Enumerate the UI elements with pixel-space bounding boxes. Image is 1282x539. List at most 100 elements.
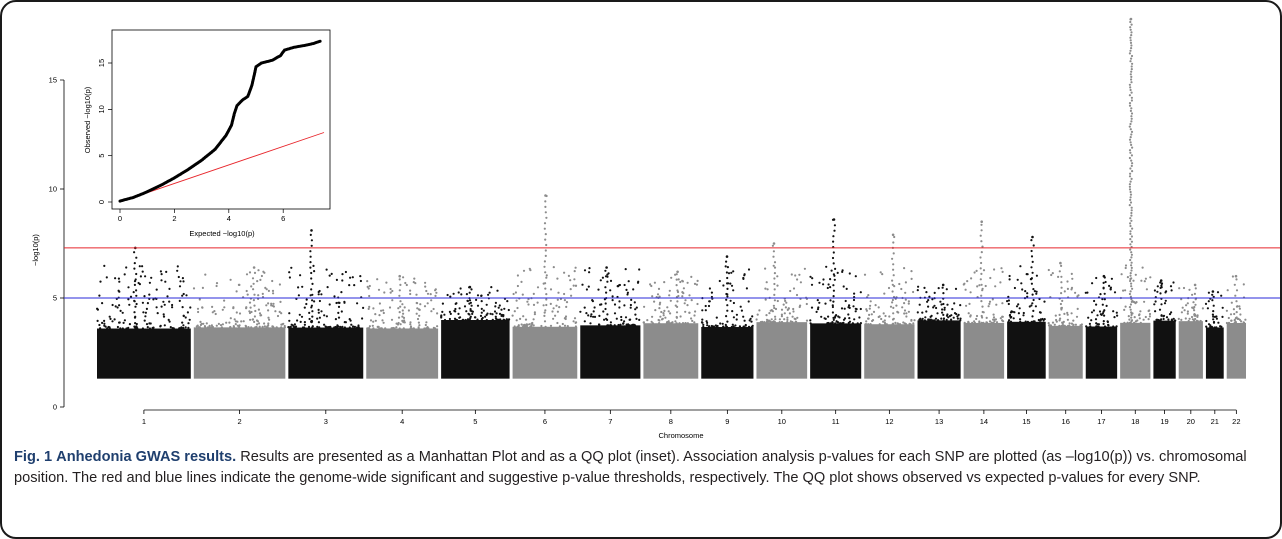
snp-point — [245, 289, 248, 293]
snp-point — [638, 318, 641, 321]
snp-point — [402, 316, 406, 319]
snp-point — [1148, 315, 1151, 318]
snp-point — [776, 284, 779, 287]
snp-point — [143, 319, 146, 322]
snp-peak-point — [1129, 196, 1132, 199]
snp-peak-point — [1128, 52, 1131, 55]
snp-point — [943, 306, 946, 309]
snp-point — [119, 309, 122, 312]
snp-point — [403, 306, 406, 309]
chromosome-2-points — [192, 266, 286, 379]
snp-point — [739, 305, 742, 308]
snp-point — [815, 310, 818, 313]
snp-point — [168, 320, 171, 323]
snp-point — [982, 269, 986, 272]
snp-point — [690, 275, 693, 278]
snp-point — [1180, 318, 1183, 321]
snp-point — [334, 318, 337, 321]
snp-point — [867, 294, 870, 297]
snp-point — [470, 304, 473, 307]
snp-point — [921, 319, 924, 322]
snp-point — [101, 302, 104, 305]
snp-point — [275, 326, 278, 329]
snp-peak-point — [1130, 214, 1133, 217]
snp-peak-point — [399, 283, 402, 286]
snp-point — [904, 291, 907, 294]
snp-point — [148, 293, 151, 296]
snp-point — [1145, 288, 1148, 291]
snp-peak-point — [544, 271, 547, 274]
snp-point — [1168, 313, 1172, 316]
snp-point — [353, 325, 356, 328]
snp-point — [926, 300, 929, 303]
snp-point — [968, 302, 971, 305]
snp-point — [1157, 318, 1160, 322]
snp-point — [1153, 289, 1156, 292]
figure-label: Fig. 1 — [14, 449, 53, 465]
snp-point — [434, 294, 437, 297]
snp-point — [249, 318, 252, 321]
chromosome-18-points — [1119, 17, 1152, 379]
snp-point — [792, 310, 795, 313]
snp-point — [288, 319, 291, 322]
snp-point — [598, 323, 601, 326]
snp-point — [261, 325, 264, 328]
snp-point — [587, 285, 590, 288]
snp-point — [143, 295, 146, 298]
snp-peak-point — [1130, 107, 1133, 110]
snp-point — [883, 321, 887, 324]
chromosome-13-top-snp — [941, 283, 945, 287]
snp-point — [923, 319, 927, 322]
snp-point — [532, 292, 535, 295]
snp-peak-point — [1130, 240, 1133, 243]
snp-point — [96, 308, 99, 311]
snp-point — [651, 322, 655, 325]
snp-point — [954, 287, 958, 290]
snp-point — [443, 318, 447, 322]
snp-point — [202, 322, 205, 325]
snp-point — [852, 298, 856, 302]
snp-point — [99, 327, 102, 330]
snp-point — [514, 291, 518, 294]
snp-point — [490, 286, 493, 289]
snp-peak-point — [468, 291, 471, 294]
snp-point — [1186, 312, 1189, 315]
snp-point — [318, 326, 321, 329]
snp-point — [743, 274, 746, 277]
x-tick-label: 13 — [935, 417, 943, 426]
chromosome-4-dense-band — [366, 328, 439, 379]
snp-point — [726, 295, 729, 298]
snp-point — [766, 288, 769, 291]
snp-point — [276, 314, 280, 318]
snp-peak-point — [1031, 293, 1034, 296]
snp-point — [424, 323, 427, 327]
snp-point — [1207, 291, 1210, 294]
snp-point — [1232, 308, 1235, 311]
snp-point — [907, 310, 911, 313]
snp-point — [1194, 317, 1197, 321]
snp-point — [165, 270, 168, 273]
snp-point — [967, 312, 970, 315]
snp-point — [184, 316, 187, 319]
snp-point — [305, 298, 308, 301]
snp-point — [993, 268, 996, 271]
x-tick-label: 18 — [1131, 417, 1139, 426]
snp-point — [258, 312, 262, 315]
snp-point — [159, 325, 162, 328]
snp-peak-point — [834, 322, 837, 325]
snp-peak-point — [1130, 206, 1133, 209]
snp-peak-point — [309, 261, 312, 264]
snp-point — [690, 299, 693, 302]
snp-peak-point — [311, 282, 314, 285]
snp-point — [244, 324, 247, 327]
snp-point — [969, 291, 972, 294]
snp-point — [758, 309, 761, 312]
snp-point — [1102, 322, 1105, 325]
chromosome-16-dense-band — [1048, 325, 1083, 379]
snp-point — [1180, 298, 1183, 301]
snp-point — [704, 309, 707, 312]
snp-point — [491, 313, 494, 316]
snp-peak-point — [1130, 117, 1133, 120]
snp-point — [679, 315, 682, 318]
snp-point — [796, 278, 799, 281]
